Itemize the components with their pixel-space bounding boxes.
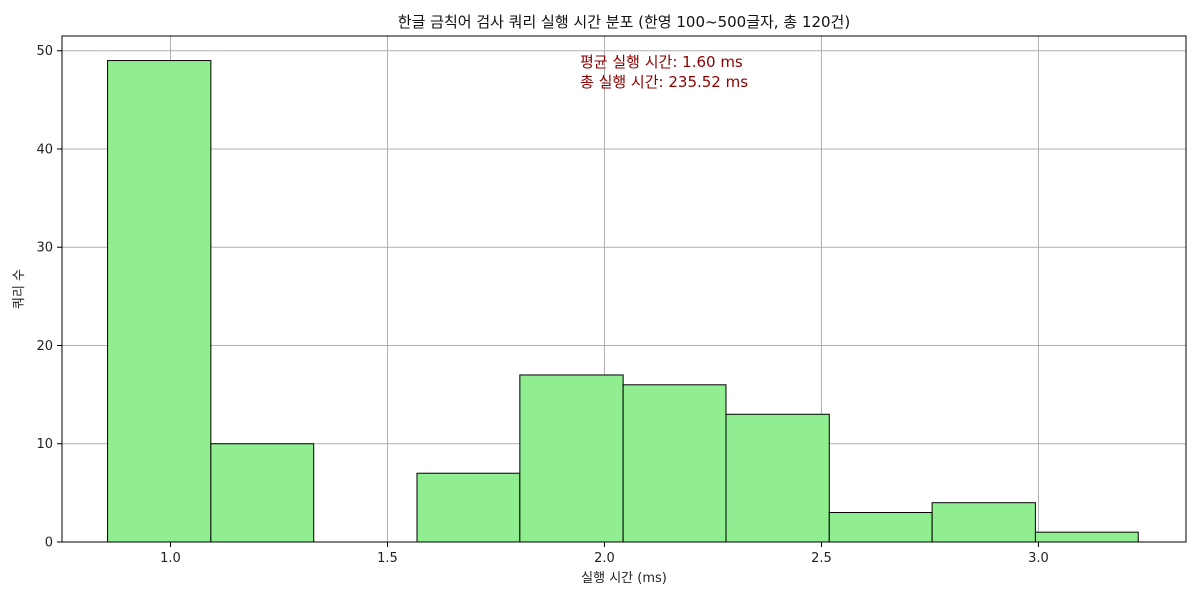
- histogram-bars: [107, 60, 1139, 543]
- y-tick-label-4: 40: [36, 142, 53, 157]
- histogram-bar-7: [828, 512, 933, 543]
- chart-title: 한글 금칙어 검사 쿼리 실행 시간 분포 (한영 100~500글자, 총 1…: [398, 13, 850, 31]
- histogram-bar-5: [622, 384, 727, 543]
- x-tick-label-1: 1.5: [377, 551, 398, 566]
- x-axis-label: 실행 시간 (ms): [581, 570, 667, 586]
- y-tick-label-3: 30: [36, 241, 53, 256]
- annotation-line-0: 평균 실행 시간: 1.60 ms: [580, 53, 743, 71]
- x-tick-label-0: 1.0: [160, 551, 181, 566]
- annotation-line-1: 총 실행 시간: 235.52 ms: [580, 73, 748, 91]
- x-tick-label-2: 2.0: [594, 551, 615, 566]
- y-tick-label-0: 0: [45, 536, 53, 551]
- y-tick-label-1: 10: [36, 437, 53, 452]
- plot-frame: [61, 35, 1187, 543]
- histogram-bar-0: [107, 60, 212, 543]
- histogram-bar-4: [519, 374, 624, 543]
- y-axis-label: 쿼리 수: [12, 269, 27, 309]
- histogram-bar-6: [725, 413, 830, 543]
- y-tick-label-2: 20: [36, 339, 53, 354]
- annotation-box: 평균 실행 시간: 1.60 ms 총 실행 시간: 235.52 ms: [580, 53, 748, 91]
- histogram-bar-3: [416, 472, 521, 543]
- y-tick-label-5: 50: [36, 44, 53, 59]
- histogram-bar-9: [1034, 531, 1139, 543]
- histogram-bar-8: [931, 502, 1036, 543]
- x-axis-ticks: 1.0 1.5 2.0 2.5 3.0: [160, 542, 1049, 566]
- x-tick-label-4: 3.0: [1028, 551, 1049, 566]
- y-axis-ticks: 0 10 20 30 40 50: [36, 44, 62, 551]
- histogram-bar-1: [210, 443, 315, 543]
- x-tick-label-3: 2.5: [811, 551, 832, 566]
